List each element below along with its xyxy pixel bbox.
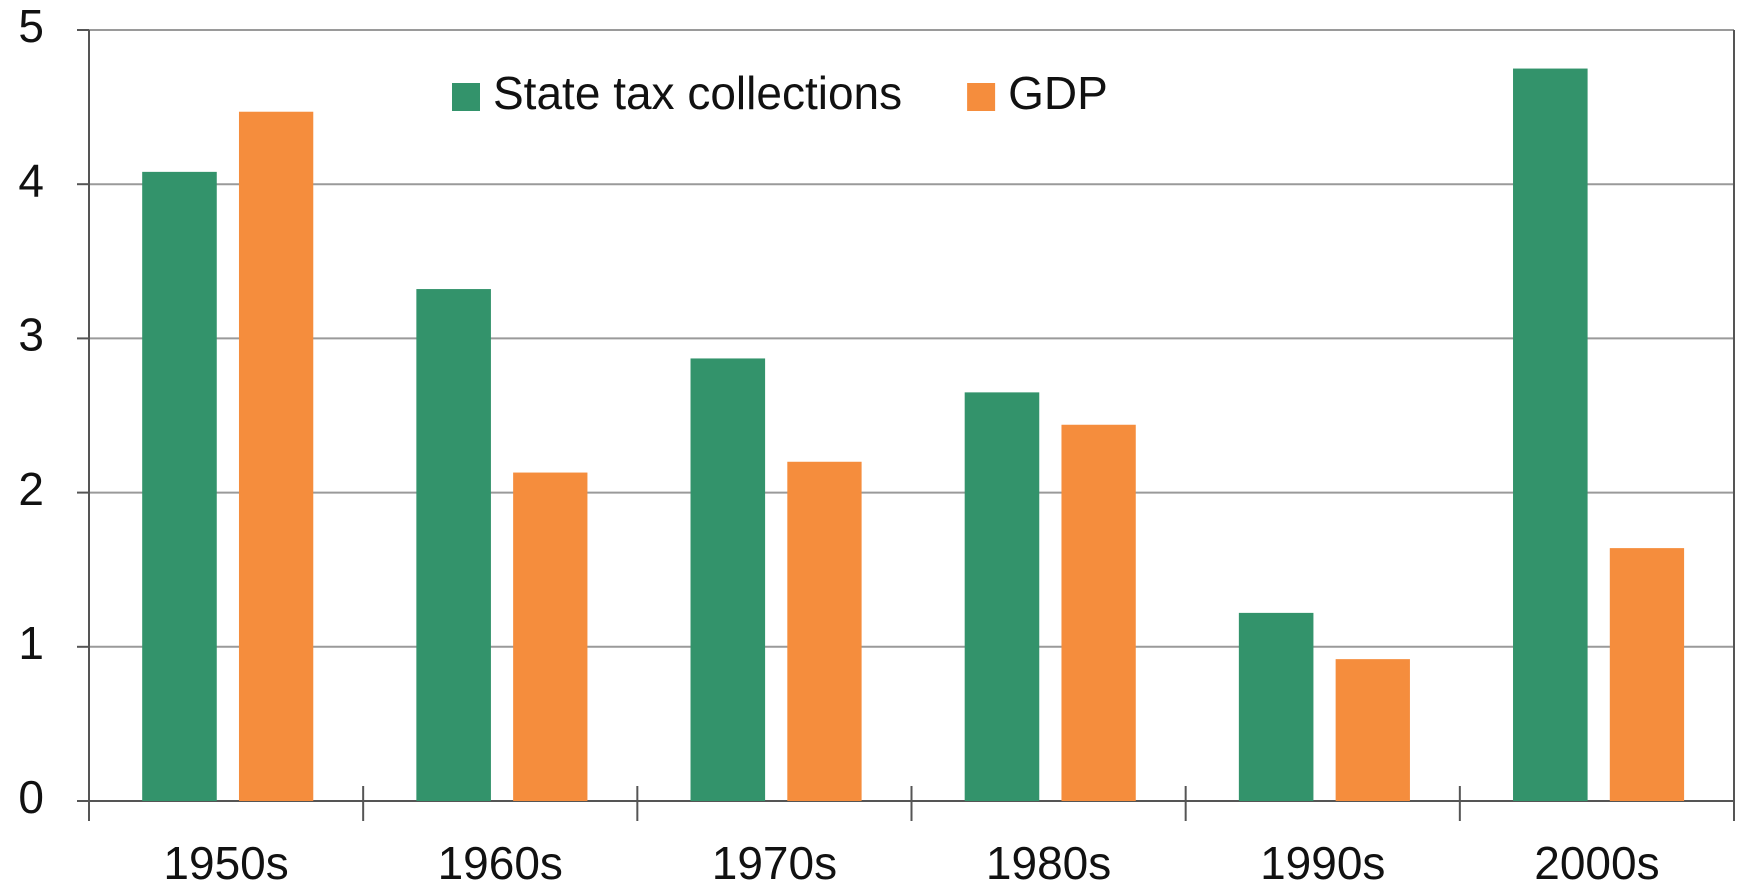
y-tick-label: 4: [18, 154, 44, 206]
x-tick-label: 1990s: [1260, 837, 1385, 889]
bar: [142, 171, 217, 801]
x-tick-label: 1980s: [986, 837, 1111, 889]
bar: [416, 289, 491, 801]
bar: [690, 358, 766, 801]
bar: [513, 472, 588, 801]
y-tick-label: 2: [18, 463, 44, 515]
bar: [1609, 548, 1685, 801]
x-tick-label: 1970s: [712, 837, 837, 889]
bar: [238, 111, 314, 801]
legend-swatch: [967, 83, 996, 111]
y-tick-label: 5: [18, 0, 44, 52]
y-tick-label: 3: [18, 309, 44, 361]
bar: [1061, 424, 1136, 801]
bar: [1238, 612, 1314, 801]
legend-label: State tax collections: [493, 67, 902, 119]
x-tick-label: 2000s: [1534, 837, 1659, 889]
bar: [787, 461, 862, 801]
bar: [964, 392, 1040, 801]
x-tick-label: 1960s: [438, 837, 563, 889]
bar: [1335, 659, 1410, 801]
x-tick-label: 1950s: [163, 837, 288, 889]
legend-swatch: [452, 83, 480, 111]
legend-label: GDP: [1008, 67, 1108, 119]
y-tick-label: 0: [18, 771, 44, 823]
bar: [1513, 68, 1588, 802]
y-tick-label: 1: [18, 617, 44, 669]
